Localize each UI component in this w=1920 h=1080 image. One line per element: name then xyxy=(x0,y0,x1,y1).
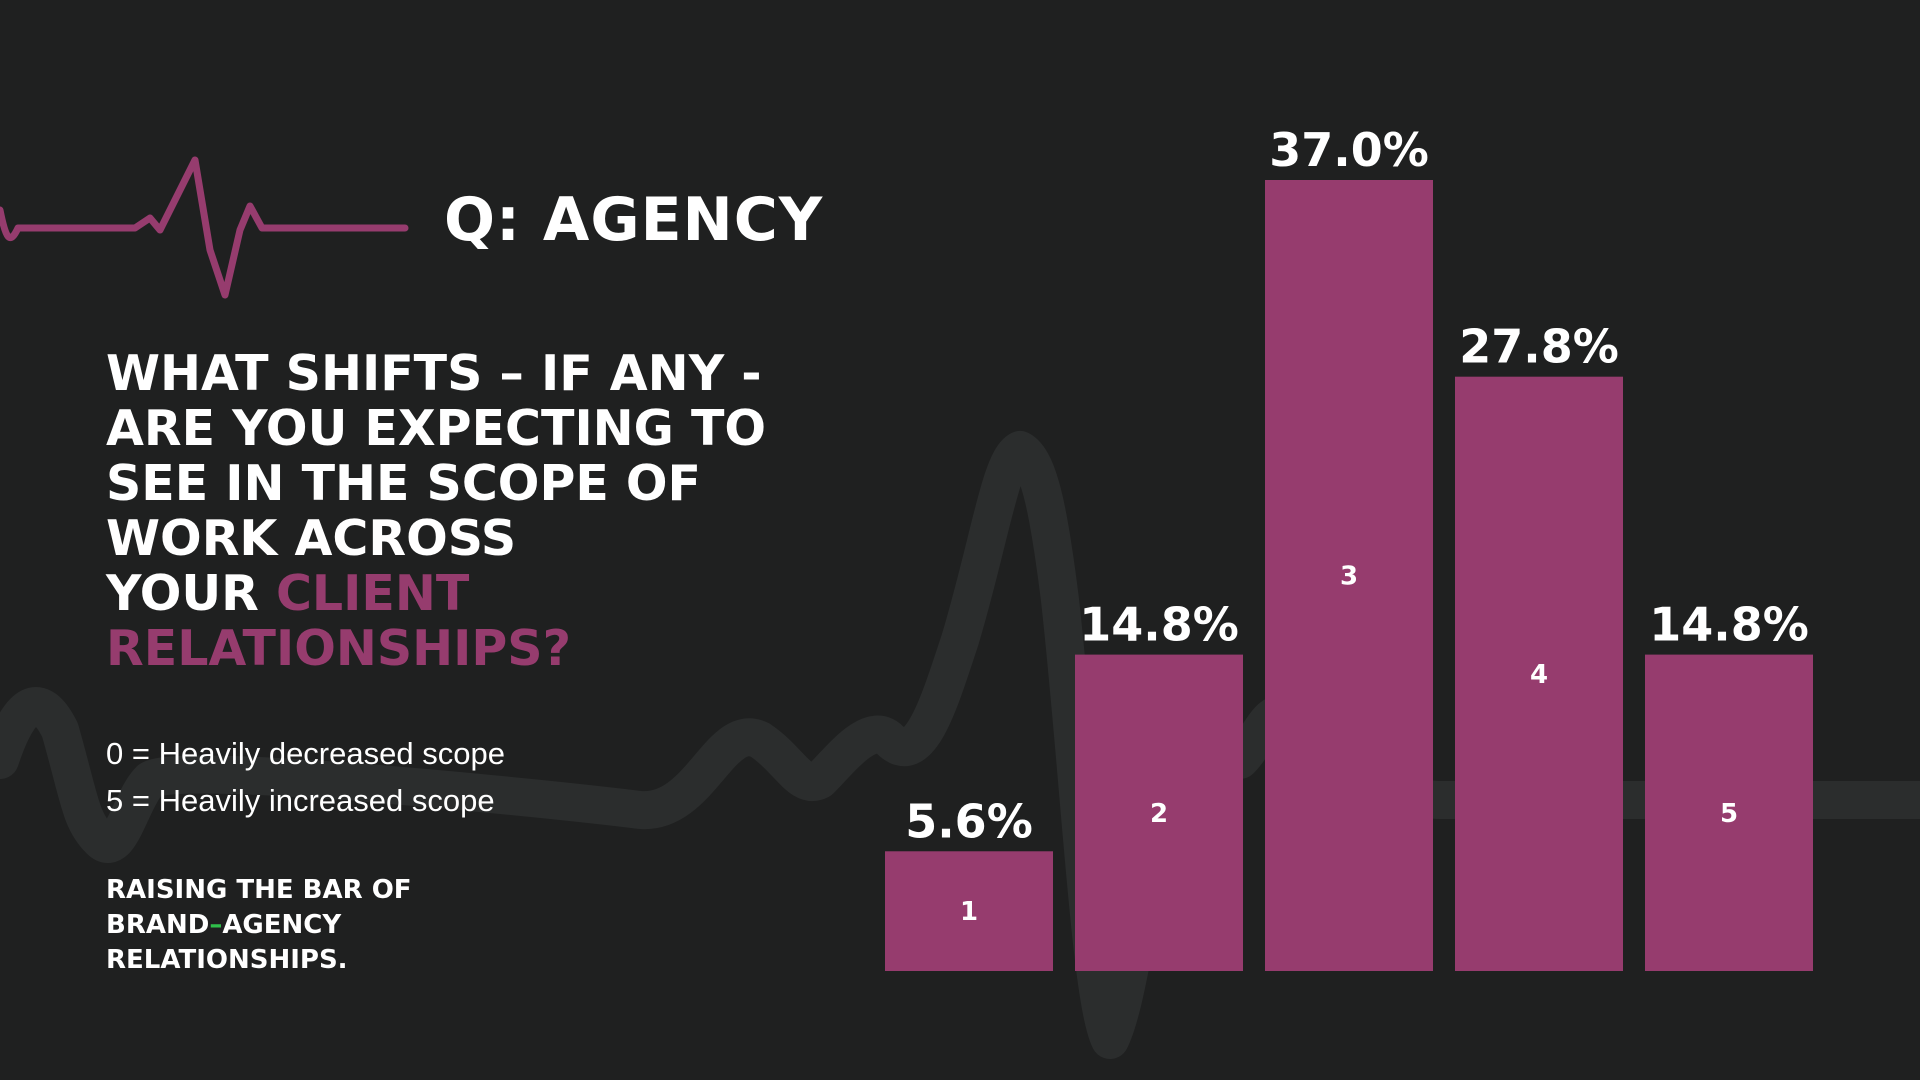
question-highlight: RELATIONSHIPS? xyxy=(106,620,572,677)
tagline-brand: BRAND xyxy=(106,910,210,940)
scale-low-label: 0 = Heavily decreased scope xyxy=(106,736,505,771)
question-line-plain: YOUR xyxy=(106,565,276,622)
value-label: 14.8% xyxy=(1079,598,1239,652)
category-label: 4 xyxy=(1530,660,1548,690)
bar-1 xyxy=(885,851,1053,971)
tagline-dash: – xyxy=(209,910,223,940)
tagline-line: RELATIONSHIPS. xyxy=(106,945,348,975)
scale-legend: 0 = Heavily decreased scope 5 = Heavily … xyxy=(106,730,505,824)
question-line: WHAT SHIFTS – IF ANY - xyxy=(106,345,762,402)
question-text: WHAT SHIFTS – IF ANY - ARE YOU EXPECTING… xyxy=(106,346,826,676)
scale-high-label: 5 = Heavily increased scope xyxy=(106,783,495,818)
value-label: 14.8% xyxy=(1649,598,1809,652)
category-label: 2 xyxy=(1150,799,1168,829)
tagline: RAISING THE BAR OF BRAND–AGENCY RELATION… xyxy=(106,873,412,978)
tagline-agency: AGENCY xyxy=(222,910,342,940)
question-line: WORK ACROSS xyxy=(106,510,517,567)
question-line: ARE YOU EXPECTING TO xyxy=(106,400,767,457)
category-label: 3 xyxy=(1340,562,1358,592)
value-label: 37.0% xyxy=(1269,123,1429,177)
page-title: Q: AGENCY xyxy=(444,185,824,255)
bar-4 xyxy=(1455,376,1623,971)
bar-5 xyxy=(1645,654,1813,971)
question-highlight: CLIENT xyxy=(275,565,470,622)
heartbeat-line-graphic xyxy=(0,156,409,299)
question-line: SEE IN THE SCOPE OF xyxy=(106,455,702,512)
value-label: 5.6% xyxy=(905,794,1033,848)
bar-3 xyxy=(1265,180,1433,971)
tagline-line: BRAND–AGENCY xyxy=(106,908,412,943)
category-label: 1 xyxy=(960,897,978,927)
value-label: 27.8% xyxy=(1459,320,1619,374)
category-label: 5 xyxy=(1720,799,1738,829)
tagline-line: RAISING THE BAR OF xyxy=(106,875,412,905)
question-line: YOUR CLIENT xyxy=(106,566,826,621)
bar-2 xyxy=(1075,654,1243,971)
